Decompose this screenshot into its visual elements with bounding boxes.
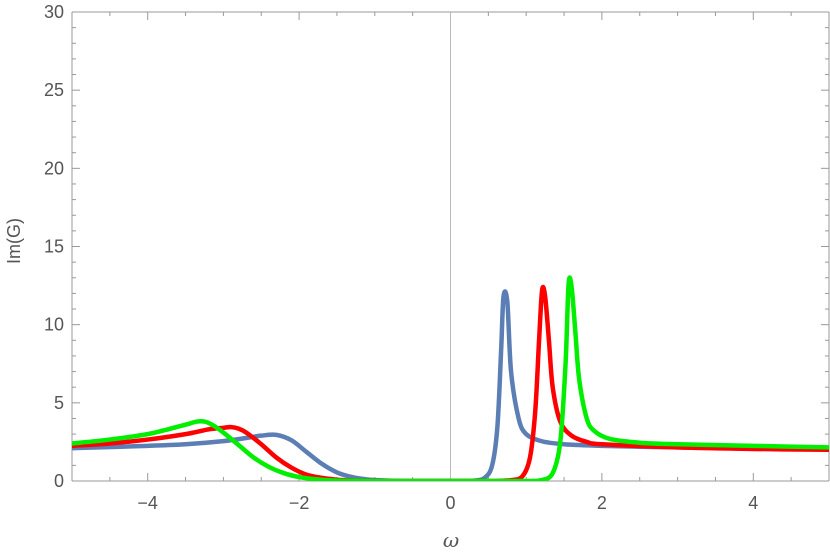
x-tick-label: 0: [445, 493, 455, 513]
y-tick-label: 20: [44, 158, 64, 178]
x-tick-label: −2: [289, 493, 310, 513]
series-group: [72, 275, 829, 481]
y-tick-label: 30: [44, 2, 64, 22]
axis-ticks: [71, 11, 830, 482]
y-axis-label: Im(G): [4, 218, 24, 264]
tick-labels: −4 −2 0 2 4 0 5 10 15 20 25 30: [44, 2, 758, 513]
y-tick-label: 5: [54, 393, 64, 413]
y-tick-label: 10: [44, 315, 64, 335]
x-tick-label: 4: [748, 493, 758, 513]
x-tick-label: −4: [137, 493, 158, 513]
y-tick-label: 0: [54, 471, 64, 491]
x-tick-label: 2: [597, 493, 607, 513]
y-tick-label: 25: [44, 80, 64, 100]
series-line-3: [72, 275, 829, 481]
y-tick-label: 15: [44, 237, 64, 257]
x-axis-label: ω: [443, 528, 459, 552]
